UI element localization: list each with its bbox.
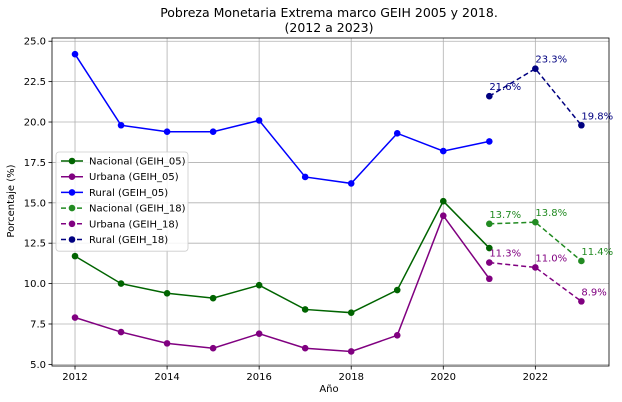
legend-swatch-marker xyxy=(68,204,76,212)
data-point xyxy=(255,281,263,289)
data-label: 11.0% xyxy=(535,253,567,264)
series-line xyxy=(488,67,582,126)
data-point xyxy=(347,309,355,316)
x-tick-label: 2014 xyxy=(154,372,179,383)
legend-swatch-marker xyxy=(68,220,76,228)
data-point xyxy=(578,298,585,305)
legend-label: Rural (GEIH_18) xyxy=(89,235,168,246)
y-tick-label: 15.0 xyxy=(24,198,46,209)
plot-frame xyxy=(51,37,610,367)
data-point xyxy=(71,50,79,58)
data-point xyxy=(393,130,401,137)
data-point xyxy=(486,259,493,266)
data-labels: 13.7% 13.8% 11.4% 11.3% 11.0% 8.9% 21.6% 23.3% 1… xyxy=(489,55,613,299)
y-tick-label: 10.0 xyxy=(24,279,46,290)
legend-label: Rural (GEIH_05) xyxy=(89,188,168,199)
y-tick-label: 12.5 xyxy=(24,239,46,250)
x-tick-label: 2016 xyxy=(246,372,271,383)
data-point xyxy=(393,332,401,339)
series-line xyxy=(74,199,490,314)
data-point xyxy=(486,220,493,228)
data-point xyxy=(347,348,355,355)
y-tick-label: 20.0 xyxy=(24,118,46,129)
data-point xyxy=(532,264,539,271)
chart-title-line2: (2012 a 2023) xyxy=(285,20,374,35)
y-tick-label: 17.5 xyxy=(24,158,46,169)
data-point xyxy=(301,306,309,313)
data-point xyxy=(486,92,493,100)
data-point xyxy=(439,212,447,220)
series-line xyxy=(74,53,490,185)
legend-label: Nacional (GEIH_05) xyxy=(89,157,186,168)
data-point xyxy=(163,340,171,347)
data-label: 13.7% xyxy=(489,210,521,221)
data-label: 11.3% xyxy=(489,249,521,260)
data-point xyxy=(117,121,125,129)
y-tick-label: 22.5 xyxy=(24,77,46,88)
legend-label: Urbana (GEIH_18) xyxy=(89,219,179,230)
data-point xyxy=(486,244,493,252)
data-point xyxy=(486,275,493,283)
data-point xyxy=(439,197,447,205)
data-point xyxy=(347,180,355,187)
legend-box xyxy=(55,151,189,252)
axes: 2012 2014 2016 2018 2020 2022 5.0 7.5 10.0 12.5 15… xyxy=(24,37,610,383)
data-point xyxy=(578,121,585,129)
x-tick-label: 2022 xyxy=(523,372,548,383)
legend: Nacional (GEIH_05) Urbana (GEIH_05) Rural … xyxy=(55,151,189,252)
data-point xyxy=(255,330,263,337)
data-point xyxy=(209,128,217,136)
data-label: 21.6% xyxy=(489,82,521,93)
data-point xyxy=(255,117,263,124)
data-point xyxy=(117,328,125,336)
data-label: 23.3% xyxy=(535,55,567,66)
data-point xyxy=(117,280,125,287)
data-point xyxy=(301,173,309,181)
data-point xyxy=(209,294,217,302)
legend-label: Nacional (GEIH_18) xyxy=(89,204,186,215)
y-tick-label: 25.0 xyxy=(24,37,46,48)
data-label: 11.4% xyxy=(581,247,613,258)
legend-swatch-marker xyxy=(68,157,76,165)
data-point xyxy=(486,138,493,145)
data-point xyxy=(393,286,401,294)
data-point xyxy=(439,147,447,155)
legend-label: Urbana (GEIH_05) xyxy=(89,172,179,183)
data-label: 19.8% xyxy=(581,111,613,122)
data-point xyxy=(163,289,171,297)
data-point xyxy=(163,128,171,136)
data-point xyxy=(532,218,539,226)
data-point xyxy=(532,65,539,72)
data-point xyxy=(301,344,309,352)
legend-swatch-marker xyxy=(68,236,76,243)
series-layer xyxy=(71,50,585,355)
series-line xyxy=(74,214,490,353)
data-point xyxy=(71,252,79,260)
data-point xyxy=(71,314,79,321)
data-point xyxy=(578,257,585,265)
series-line xyxy=(489,261,582,302)
x-tick-label: 2020 xyxy=(431,372,456,383)
x-tick-label: 2012 xyxy=(62,372,87,383)
data-label: 8.9% xyxy=(581,287,606,298)
x-tick-label: 2018 xyxy=(338,372,363,383)
y-axis-title: Porcentaje (%) xyxy=(6,164,17,237)
x-axis-title: Año xyxy=(319,384,338,395)
legend-swatch-marker xyxy=(68,173,76,180)
data-point xyxy=(209,344,217,352)
data-label: 13.8% xyxy=(535,208,567,219)
chart-title-line1: Pobreza Monetaria Extrema marco GEIH 200… xyxy=(160,5,498,20)
legend-swatch-marker xyxy=(68,189,76,196)
y-tick-label: 5.0 xyxy=(30,360,46,371)
y-tick-label: 7.5 xyxy=(30,319,46,330)
